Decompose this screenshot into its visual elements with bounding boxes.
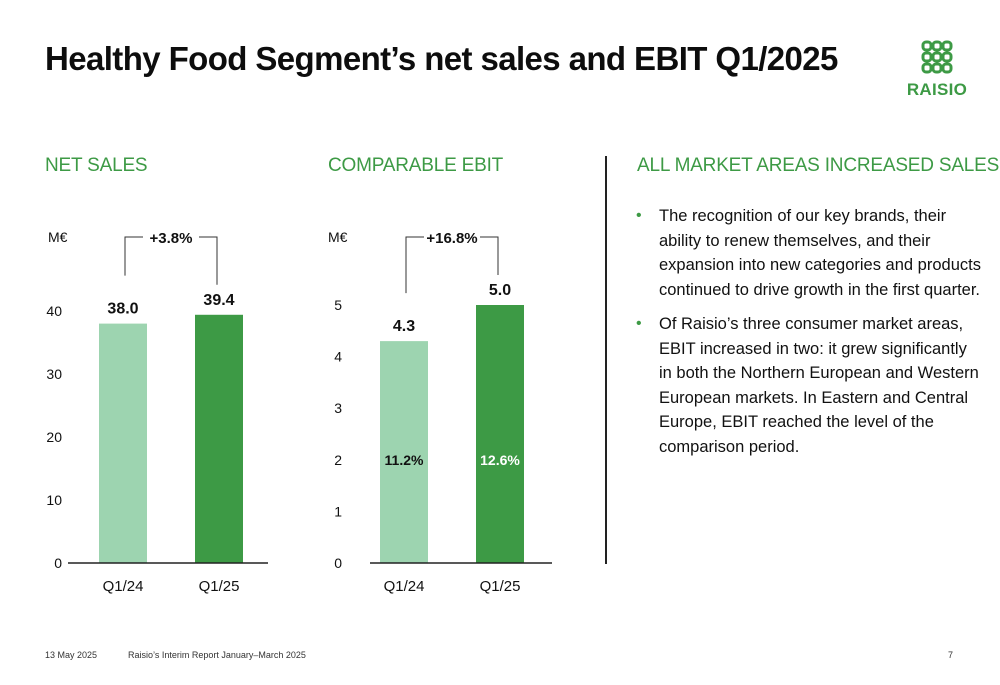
x-tick-label: Q1/25 [199, 578, 240, 595]
y-axis-unit-label: M€ [48, 229, 68, 245]
bar-margin-label: 11.2% [385, 452, 424, 468]
change-percentage-label: +16.8% [426, 230, 477, 247]
y-tick-label: 3 [334, 400, 342, 416]
y-tick-label: 0 [54, 555, 62, 571]
bullet-dot-icon: • [636, 315, 642, 332]
net-sales-heading: NET SALES [45, 155, 148, 176]
logo-text: RAISIO [906, 80, 968, 99]
bar [99, 323, 147, 563]
page-title: Healthy Food Segment’s net sales and EBI… [45, 40, 838, 77]
y-tick-label: 5 [334, 297, 342, 313]
market-heading: ALL MARKET AREAS INCREASED SALES [637, 155, 1000, 176]
market-bullet: • Of Raisio’s three consumer market areas… [636, 312, 981, 459]
y-axis-unit-label: M€ [328, 229, 348, 245]
y-tick-label: 0 [334, 555, 342, 571]
x-tick-label: Q1/25 [480, 578, 521, 595]
bar-margin-label: 12.6% [480, 452, 520, 468]
bar-value-label: 4.3 [393, 318, 415, 335]
market-bullet-list: • The recognition of our key brands, thei… [636, 204, 981, 469]
change-percentage-label: +3.8% [150, 230, 193, 247]
market-bullet-text: Of Raisio’s three consumer market areas,… [659, 315, 979, 456]
x-tick-label: Q1/24 [103, 578, 144, 595]
footer-page-number: 7 [948, 650, 954, 660]
change-bracket-right [480, 236, 499, 275]
bar-value-label: 38.0 [107, 301, 138, 318]
raisio-logo-icon [921, 40, 953, 74]
y-tick-label: 40 [46, 303, 62, 319]
bar [380, 341, 428, 563]
section-divider [605, 156, 607, 564]
bullet-dot-icon: • [636, 207, 642, 224]
ebit-heading: COMPARABLE EBIT [328, 155, 504, 176]
x-tick-label: Q1/24 [384, 578, 425, 595]
footer-report-title: Raisio’s Interim Report January–March 20… [128, 650, 306, 660]
raisio-logo: RAISIO [904, 40, 970, 102]
change-bracket-right [199, 236, 218, 285]
y-tick-label: 20 [46, 429, 62, 445]
y-tick-label: 30 [46, 366, 62, 382]
ebit-chart: M€ 0 1 2 3 4 5 4.3 11.2% Q1/24 5.0 12.6% Q1/25 +16.8% [328, 229, 552, 595]
change-bracket-left [405, 236, 424, 294]
change-bracket-left [124, 236, 143, 276]
net-sales-chart: M€ 0 10 20 30 40 38.0 Q1/24 39.4 Q1/25 +3.8% [46, 229, 268, 595]
bar [476, 305, 524, 563]
bar-value-label: 39.4 [203, 292, 234, 309]
bar-value-label: 5.0 [489, 282, 511, 299]
y-tick-label: 2 [334, 452, 342, 468]
y-tick-label: 10 [46, 492, 62, 508]
y-tick-label: 1 [334, 503, 342, 519]
market-bullet-text: The recognition of our key brands, their… [659, 207, 981, 299]
y-tick-label: 4 [334, 349, 342, 365]
bar [195, 314, 243, 563]
footer-date: 13 May 2025 [45, 650, 98, 660]
market-bullet: • The recognition of our key brands, thei… [636, 204, 981, 302]
